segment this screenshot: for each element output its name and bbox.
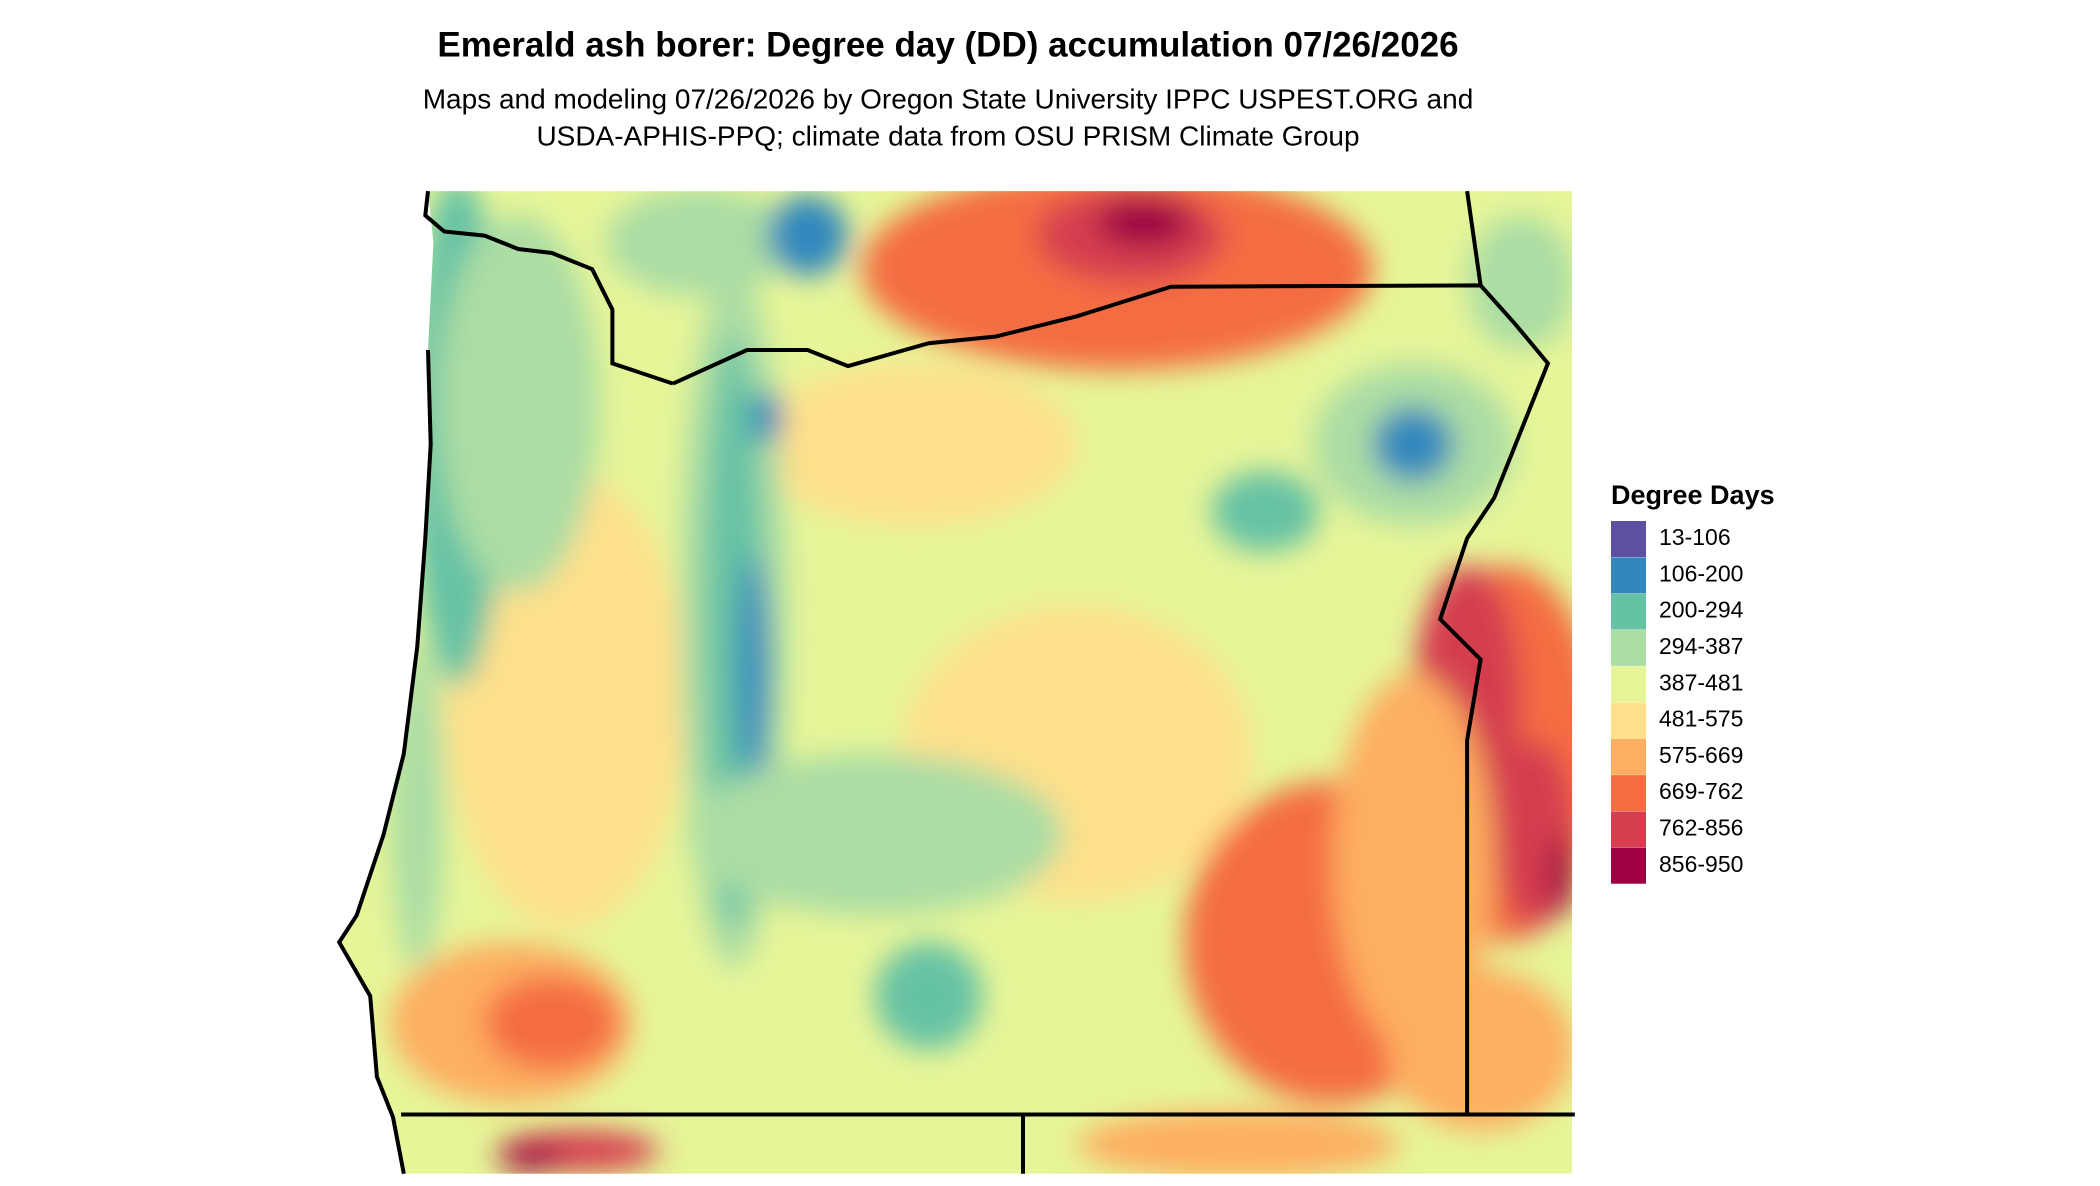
raster-zone bbox=[1467, 215, 1573, 350]
coastline bbox=[423, 190, 674, 386]
legend-swatch bbox=[1611, 593, 1646, 630]
legend-label: 575-669 bbox=[1659, 742, 1743, 768]
raster-zone bbox=[1096, 197, 1192, 247]
legend-swatch bbox=[1611, 666, 1646, 703]
raster-zone bbox=[390, 646, 445, 970]
coastline bbox=[336, 349, 433, 1175]
state-border bbox=[672, 283, 1551, 1115]
legend-swatch bbox=[1611, 629, 1646, 666]
legend-label: 669-762 bbox=[1659, 778, 1743, 804]
map-title: Emerald ash borer: Degree day (DD) accum… bbox=[437, 25, 1458, 64]
raster-zone bbox=[437, 215, 599, 593]
raster-zone bbox=[753, 363, 1077, 525]
legend-label: 13-106 bbox=[1659, 524, 1731, 550]
raster-zone bbox=[686, 753, 1064, 916]
raster-zone bbox=[1076, 1110, 1400, 1174]
map-subtitle: Maps and modeling 07/26/2026 by Oregon S… bbox=[423, 83, 1474, 114]
legend-label: 294-387 bbox=[1659, 633, 1743, 659]
legend-swatch bbox=[1611, 847, 1646, 884]
raster-zone bbox=[1211, 471, 1320, 552]
legend-title: Degree Days bbox=[1611, 480, 1775, 510]
legend-label: 762-856 bbox=[1659, 814, 1743, 840]
legend-swatch bbox=[1611, 521, 1646, 557]
raster-zone bbox=[767, 195, 848, 276]
map-subtitle: USDA-APHIS-PPQ; climate data from OSU PR… bbox=[536, 120, 1359, 151]
raster-zone bbox=[1386, 969, 1573, 1131]
legend-label: 856-950 bbox=[1659, 851, 1743, 877]
degree-day-raster bbox=[339, 191, 1573, 1174]
legend-swatch bbox=[1611, 557, 1646, 594]
legend-swatch bbox=[1611, 738, 1646, 775]
raster-zone bbox=[874, 942, 983, 1050]
raster-zone bbox=[498, 1144, 566, 1172]
raster-blobs bbox=[390, 191, 1573, 1174]
legend-label: 200-294 bbox=[1659, 597, 1744, 623]
raster-zone bbox=[1547, 834, 1573, 916]
raster-zone bbox=[605, 191, 795, 297]
legend-swatch bbox=[1611, 811, 1646, 848]
raster-zone bbox=[484, 975, 620, 1071]
legend-swatch bbox=[1611, 702, 1646, 739]
legend-label: 481-575 bbox=[1659, 706, 1743, 732]
borders bbox=[336, 190, 1575, 1175]
state-border bbox=[1465, 190, 1483, 286]
raster-zone bbox=[751, 390, 784, 445]
legend-label: 387-481 bbox=[1659, 669, 1743, 695]
raster-zone bbox=[1332, 673, 1495, 1050]
legend: 13-106 106-200 200-294 294-387 387-481 481-57… bbox=[1611, 521, 1744, 884]
raster-zone bbox=[1372, 406, 1454, 482]
legend-label: 106-200 bbox=[1659, 560, 1743, 586]
raster-zone bbox=[737, 551, 770, 795]
legend-swatch bbox=[1611, 775, 1646, 812]
